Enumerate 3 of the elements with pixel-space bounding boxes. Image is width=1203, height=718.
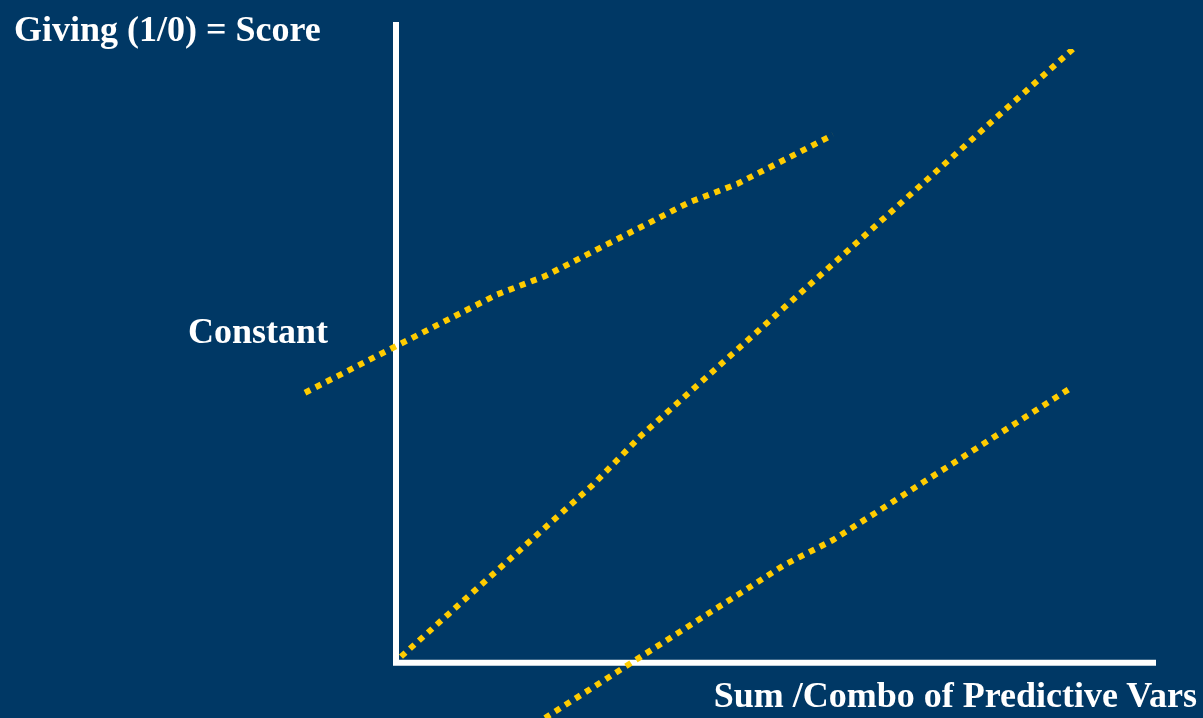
annotation: Constant xyxy=(188,310,329,352)
x-axis-title: Sum /Combo of Predictive Vars xyxy=(713,674,1197,716)
y-axis-title: Giving (1/0) = Score xyxy=(14,8,321,50)
